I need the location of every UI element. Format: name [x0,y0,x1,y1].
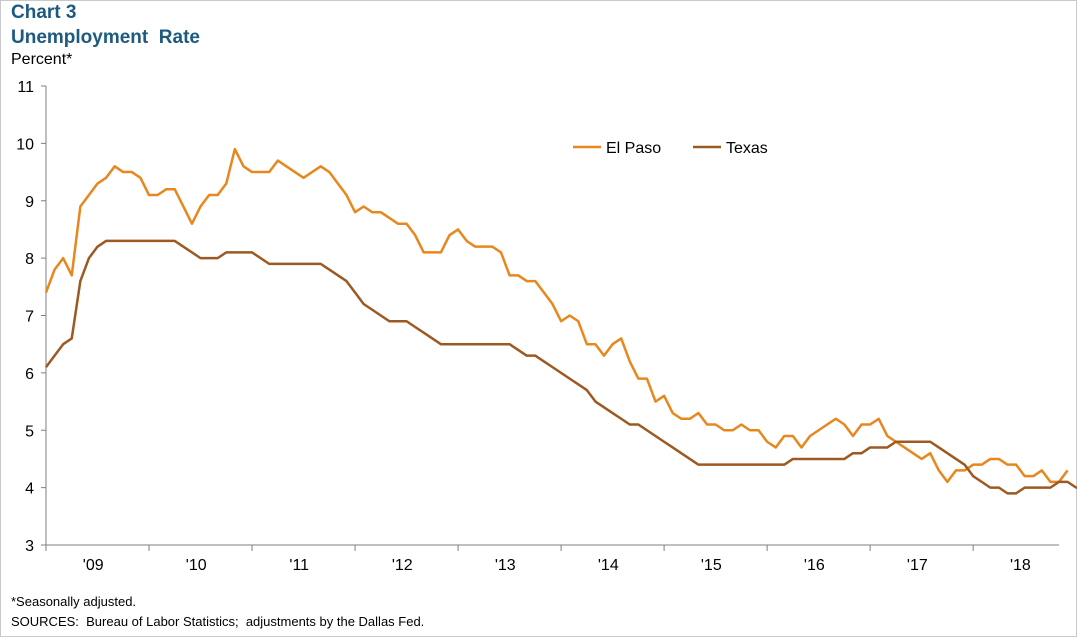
x-tick-label: '13 [495,557,516,574]
y-tick-labels: 3 4 5 6 7 8 9 10 11 [16,79,34,555]
y-tick-label: 8 [25,251,34,268]
el-paso-line [44,147,1069,484]
x-tick-label: '09 [83,557,104,574]
texas-line [44,239,1077,495]
series-lines [44,147,1077,495]
x-tick-label: '12 [392,557,413,574]
y-tick-label: 4 [25,481,34,498]
x-tick-label: '16 [804,557,825,574]
y-unit-label: Percent* [11,51,73,68]
y-tick-label: 10 [16,136,34,153]
legend-label-texas: Texas [726,140,768,157]
x-tick-labels: '09 '10 '11 '12 '13 '14 '15 '16 '17 '18 [83,557,1031,574]
x-tick-label: '10 [186,557,207,574]
y-tick-label: 9 [25,194,34,211]
y-tick-label: 3 [25,538,34,555]
x-tick-label: '14 [598,557,619,574]
axes [41,85,1059,551]
footnote-seasonal: *Seasonally adjusted. [11,594,137,609]
footnote-sources: SOURCES: Bureau of Labor Statistics; adj… [11,614,425,629]
y-tick-label: 11 [17,79,34,96]
x-tick-label: '15 [701,557,722,574]
y-tick-label: 7 [25,309,34,326]
legend-label-el-paso: El Paso [606,140,661,157]
x-tick-label: '17 [907,557,928,574]
chart-number: Chart 3 [11,2,77,23]
legend: El Paso Texas [573,140,768,157]
x-tick-label: '18 [1010,557,1031,574]
chart-title: Unemployment Rate [11,27,200,48]
y-tick-label: 6 [25,366,34,383]
y-tick-label: 5 [25,423,34,440]
x-tick-label: '11 [289,557,309,574]
